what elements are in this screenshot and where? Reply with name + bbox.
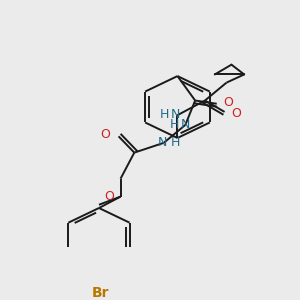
Text: H: H <box>160 108 169 121</box>
Text: O: O <box>100 128 110 141</box>
Text: N: N <box>171 108 180 121</box>
Text: H: H <box>170 118 179 131</box>
Text: O: O <box>104 190 114 203</box>
Text: N: N <box>158 136 167 149</box>
Text: O: O <box>231 107 241 120</box>
Text: H: H <box>171 136 180 149</box>
Text: O: O <box>224 97 233 110</box>
Text: N: N <box>181 118 190 131</box>
Text: Br: Br <box>92 286 110 300</box>
